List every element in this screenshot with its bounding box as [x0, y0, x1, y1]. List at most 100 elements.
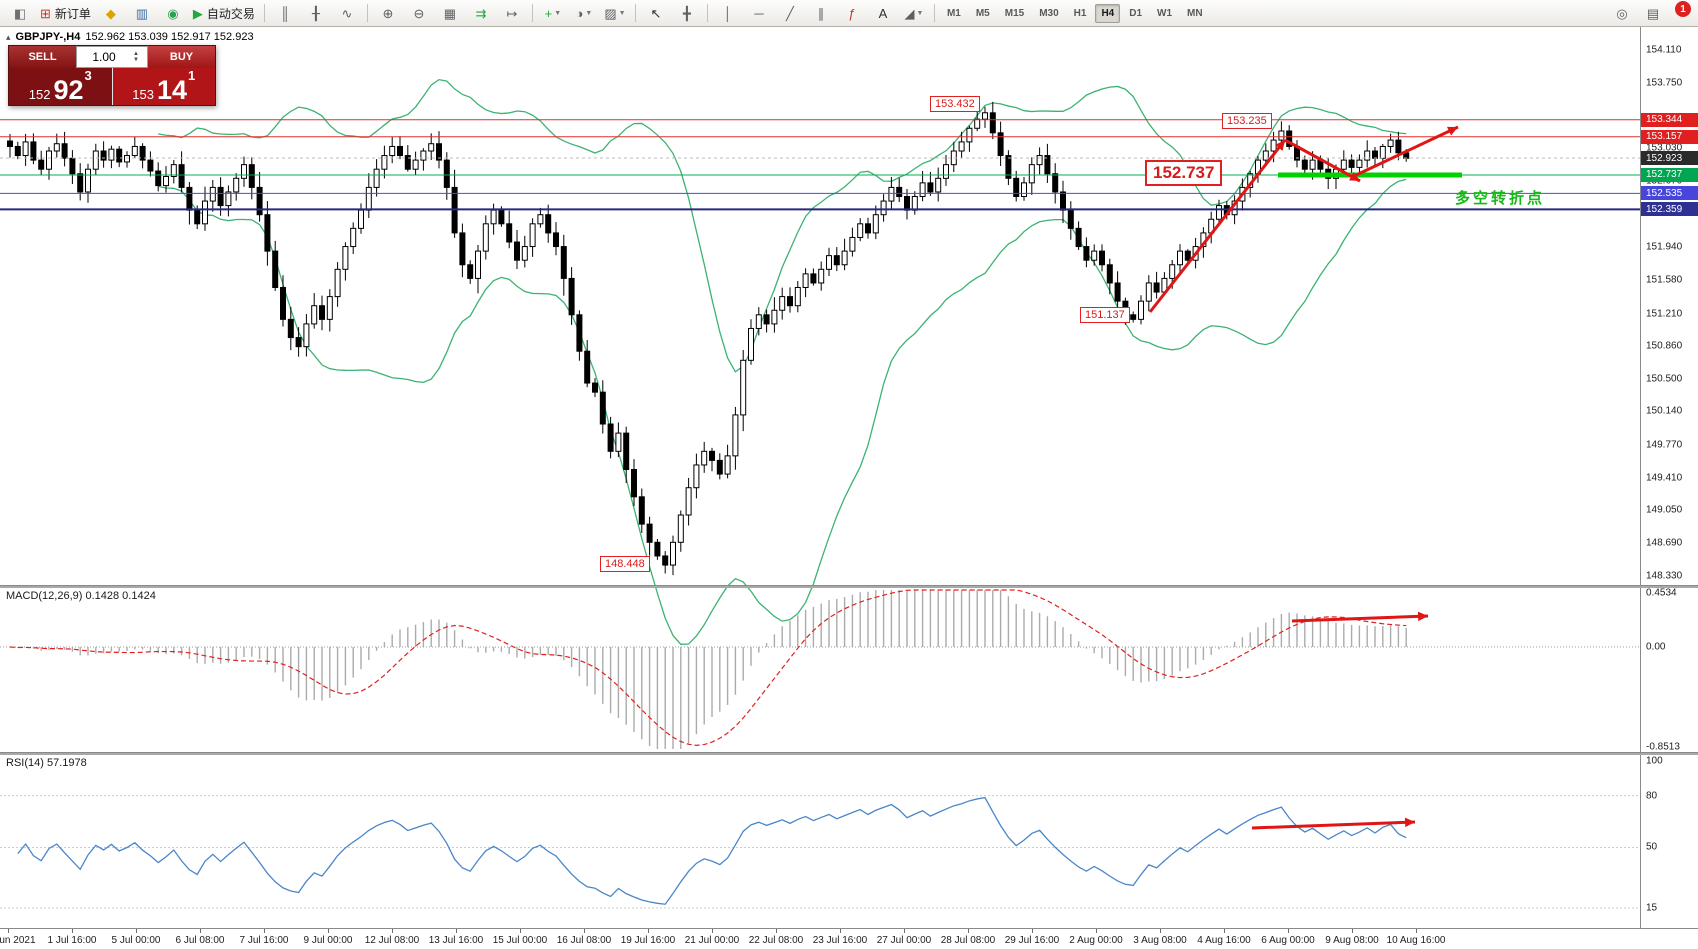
panel-separator[interactable] — [0, 585, 1698, 588]
new-order-button[interactable]: ⊞ 新订单 — [36, 2, 95, 24]
volume-stepper[interactable]: ▲ ▼ — [131, 51, 141, 63]
alerts-icon[interactable]: ◆ — [96, 2, 126, 24]
time-tick — [328, 929, 329, 933]
horizontal-line-icon[interactable]: ─ — [744, 2, 774, 24]
timeframe-h4[interactable]: H4 — [1095, 3, 1121, 23]
time-axis-label: 29 Jul 16:00 — [1004, 935, 1060, 946]
price-callout[interactable]: 153.432 — [930, 96, 980, 112]
chevron-down-icon: ▼ — [916, 9, 924, 17]
time-axis-label: 2 Aug 00:00 — [1069, 935, 1123, 946]
chart-window-icon[interactable]: ◧ — [5, 2, 35, 24]
community-icon[interactable]: ◉ — [158, 2, 188, 24]
buy-price[interactable]: 153 14 1 — [112, 68, 215, 106]
line-chart-icon[interactable]: ∿ — [332, 2, 362, 24]
timeframe-d1[interactable]: D1 — [1129, 7, 1143, 19]
sell-price[interactable]: 152 92 3 — [9, 68, 113, 105]
timeframe-m30[interactable]: M30 — [1039, 7, 1059, 19]
notification-badge[interactable]: 1 — [1675, 1, 1691, 17]
time-tick — [1288, 929, 1289, 933]
one-click-trading-panel: SELL ▲ ▼ BUY 152 92 3 153 14 1 — [8, 45, 216, 106]
chart-shift-icon[interactable]: ↦ — [497, 2, 527, 24]
chart-type-icon: ▴ — [6, 31, 11, 42]
price-level-badge: 153.157 — [1641, 129, 1698, 144]
time-tick — [648, 929, 649, 933]
timeframe-m15[interactable]: M15 — [1004, 7, 1025, 19]
auto-scroll-icon[interactable]: ⇉ — [466, 2, 496, 24]
time-axis-label: 23 Jul 16:00 — [812, 935, 868, 946]
macd-label: MACD(12,26,9) 0.1428 0.1424 — [6, 590, 156, 602]
price-axis-label: 151.940 — [1646, 241, 1683, 253]
chevron-down-icon: ▼ — [618, 9, 626, 17]
time-tick — [72, 929, 73, 933]
bar-chart-icon[interactable]: ║ — [270, 2, 300, 24]
auto-trading-button[interactable]: ▶ 自动交易 — [189, 2, 259, 24]
trendline-icon[interactable]: ╱ — [775, 2, 805, 24]
symbol-title: GBPJPY-,H4 — [15, 31, 81, 43]
price-callout[interactable]: 153.235 — [1222, 113, 1272, 129]
price-callout[interactable]: 152.737 — [1145, 160, 1223, 186]
price-level-badge: 152.359 — [1641, 202, 1698, 217]
chevron-down-icon: ▼ — [554, 9, 562, 17]
symbol-line: ▴ GBPJPY-,H4 152.962 153.039 152.917 152… — [6, 31, 254, 43]
buy-price-pips: 14 — [156, 75, 187, 106]
volume-up-icon[interactable]: ▲ — [133, 51, 139, 57]
trendline-icon: ╱ — [786, 5, 794, 21]
price-axis-label: 149.050 — [1646, 504, 1683, 516]
time-axis-label: 12 Jul 08:00 — [364, 935, 420, 946]
arrows-tool-icon[interactable]: ◢ ▼ — [899, 2, 929, 24]
time-axis[interactable]: 30 Jun 2021 1 Jul 16:00 5 Jul 00:00 6 Jul 0… — [0, 928, 1698, 949]
time-tick — [136, 929, 137, 933]
price-level-badge: 153.344 — [1641, 112, 1698, 127]
price-callout[interactable]: 148.448 — [600, 556, 650, 572]
price-axis-label: 150.500 — [1646, 373, 1683, 384]
volume-input[interactable] — [77, 47, 131, 67]
toolbar-separator — [263, 4, 265, 22]
chart-window-icon: ◧ — [13, 5, 27, 21]
tile-windows-icon[interactable]: ▦ — [435, 2, 465, 24]
chevron-down-icon: ▼ — [585, 9, 593, 17]
layout-icon: ▤ — [1646, 5, 1660, 21]
timeframe-h1[interactable]: H1 — [1073, 7, 1087, 19]
depth-of-market-icon[interactable]: ▥ — [127, 2, 157, 24]
fibonacci-icon[interactable]: ƒ — [837, 2, 867, 24]
layout-icon[interactable]: ▤ — [1638, 2, 1668, 24]
price-callout[interactable]: 151.137 — [1080, 307, 1130, 323]
rsi-label: RSI(14) 57.1978 — [6, 757, 87, 769]
zoom-out-icon[interactable]: ⊖ — [404, 2, 434, 24]
buy-button[interactable]: BUY — [148, 46, 215, 68]
indicators-icon[interactable]: + ▼ — [538, 2, 568, 24]
time-axis-label: 9 Aug 08:00 — [1325, 935, 1379, 946]
time-tick — [1224, 929, 1225, 933]
timeframe-w1[interactable]: W1 — [1157, 7, 1173, 19]
volume-down-icon[interactable]: ▼ — [133, 57, 139, 63]
sell-button[interactable]: SELL — [9, 46, 76, 68]
crosshair-icon[interactable]: ╋ — [672, 2, 702, 24]
line-chart-icon: ∿ — [341, 5, 353, 21]
cursor-icon[interactable]: ↖ — [641, 2, 671, 24]
equidistant-channel-icon[interactable]: ∥ — [806, 2, 836, 24]
candlestick-chart-icon[interactable]: ╂ — [301, 2, 331, 24]
text-icon[interactable]: A — [868, 2, 898, 24]
chart-shift-icon: ↦ — [506, 5, 518, 21]
timeframe-m1[interactable]: M1 — [946, 7, 961, 19]
time-axis-label: 10 Aug 16:00 — [1386, 935, 1446, 946]
new-order-button-label: 新订单 — [54, 6, 91, 21]
timeframe-m5[interactable]: M5 — [975, 7, 990, 19]
search-icon[interactable]: ◎ — [1607, 2, 1637, 24]
sell-price-figure: 152 — [28, 86, 51, 102]
time-tick — [840, 929, 841, 933]
price-axis[interactable] — [1640, 26, 1698, 928]
vertical-line-icon[interactable]: │ — [713, 2, 743, 24]
time-axis-label: 22 Jul 08:00 — [748, 935, 804, 946]
toolbar-separator — [531, 4, 533, 22]
periods-icon[interactable]: ◑ ▼ — [569, 2, 599, 24]
timeframe-mn[interactable]: MN — [1187, 7, 1203, 19]
turning-point-note[interactable]: 多空转折点 — [1455, 190, 1546, 207]
templates-icon[interactable]: ▨ ▼ — [600, 2, 630, 24]
panel-separator[interactable] — [0, 752, 1698, 755]
zoom-in-icon[interactable]: ⊕ — [373, 2, 403, 24]
zoom-out-icon: ⊖ — [413, 5, 425, 21]
price-level-badge: 152.737 — [1641, 167, 1698, 182]
